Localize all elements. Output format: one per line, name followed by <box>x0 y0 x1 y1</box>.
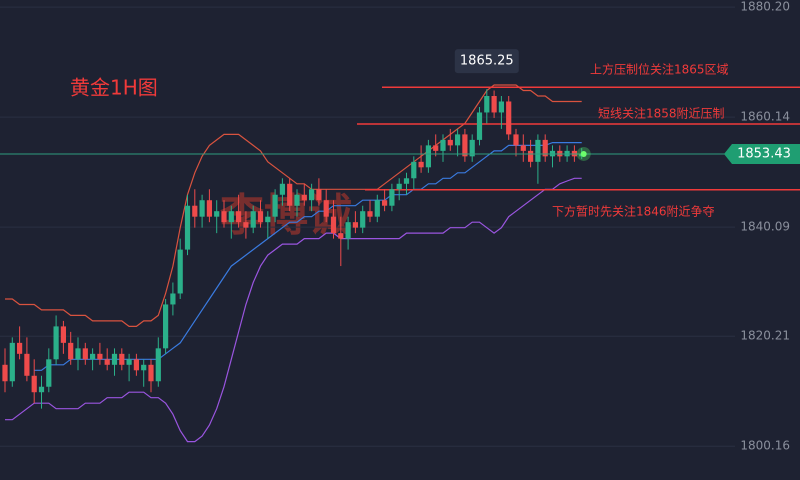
candle-body <box>309 189 315 201</box>
candle-body <box>119 353 125 365</box>
candle-body <box>535 139 541 162</box>
price-tag: 1853.43 <box>737 146 791 161</box>
candle-body <box>330 216 337 234</box>
candle-body <box>9 342 15 382</box>
y-tick-label: 1820.21 <box>740 329 790 343</box>
candle-body <box>528 150 534 162</box>
candle-body <box>506 101 512 135</box>
candle-body <box>250 211 256 228</box>
candle-body <box>133 359 139 371</box>
candle-body <box>498 101 504 113</box>
candle-body <box>345 222 351 239</box>
candle-body <box>214 211 220 217</box>
candle-body <box>206 200 212 217</box>
candle-body <box>257 211 264 223</box>
candle-body <box>374 200 380 217</box>
candle-body <box>155 348 161 382</box>
candle-body <box>38 386 45 393</box>
candle-body <box>520 145 526 151</box>
candle-body <box>301 194 307 201</box>
y-tick-label: 1860.14 <box>740 110 790 124</box>
candle-body <box>382 200 388 206</box>
candle-body <box>389 189 395 206</box>
candle-body <box>367 211 373 217</box>
candle-body <box>294 194 300 206</box>
candle-body <box>163 304 169 349</box>
candle-body <box>513 134 519 146</box>
chart-title: 黄金1H图 <box>70 76 158 100</box>
candle-body <box>170 293 176 305</box>
candle-body <box>141 364 147 371</box>
y-tick-label: 1800.16 <box>740 439 790 453</box>
candle-body <box>338 233 344 239</box>
candle-body <box>90 353 96 360</box>
candle-body <box>104 359 110 365</box>
candle-body <box>425 145 431 168</box>
candle-body <box>31 375 37 393</box>
candle-body <box>199 200 205 217</box>
candle-body <box>111 353 118 365</box>
candle-body <box>221 211 227 223</box>
high-tag: 1865.25 <box>460 54 514 69</box>
high-tag-bg <box>454 49 519 74</box>
candle-body <box>243 222 249 228</box>
candle-body <box>75 348 81 360</box>
candle-body <box>476 112 483 140</box>
candle-body <box>53 326 59 360</box>
candle-body <box>484 96 490 113</box>
candle-body <box>491 96 497 113</box>
candle-body <box>352 222 358 228</box>
candle-body <box>68 342 74 360</box>
candle-body <box>542 139 548 157</box>
candle-body <box>396 183 402 190</box>
candle-body <box>236 211 242 223</box>
candle-body <box>184 205 191 250</box>
candle-body <box>126 359 132 365</box>
y-tick-label: 1880.20 <box>740 0 790 14</box>
candle-body <box>272 194 278 217</box>
candle-body <box>2 364 8 382</box>
candle-body <box>177 249 183 294</box>
candle-body <box>97 353 103 360</box>
level-label: 下方暂时先关注1846附近争夺 <box>552 203 715 218</box>
price-dot <box>580 150 587 157</box>
candle-body <box>17 342 23 354</box>
candle-body <box>462 134 468 157</box>
candle-body <box>418 161 424 168</box>
candle-body <box>403 178 410 184</box>
candle-body <box>455 134 461 146</box>
band-line <box>5 177 582 443</box>
candle-body <box>411 161 417 179</box>
candle-body <box>148 364 154 382</box>
candle-body <box>287 183 293 206</box>
candle-body <box>46 359 52 387</box>
candle-body <box>433 145 439 151</box>
level-label: 短线关注1858附近压制 <box>598 105 725 120</box>
candle-body <box>360 211 366 228</box>
price-tag-bg <box>724 143 800 164</box>
candle-body <box>447 139 453 146</box>
candle-body <box>440 139 446 151</box>
candle-body <box>228 211 234 223</box>
candle-body <box>265 216 271 223</box>
candle-body <box>279 183 285 195</box>
candle-body <box>323 200 329 217</box>
candle-body <box>316 189 322 201</box>
candle-body <box>192 205 198 217</box>
candle-body <box>469 139 475 157</box>
candle-body <box>60 326 66 343</box>
candle-body <box>82 348 88 360</box>
band-line <box>5 84 582 327</box>
y-tick-label: 1840.09 <box>740 220 790 234</box>
level-label: 上方压制位关注1865区域 <box>590 62 729 77</box>
candle-body <box>24 353 30 376</box>
